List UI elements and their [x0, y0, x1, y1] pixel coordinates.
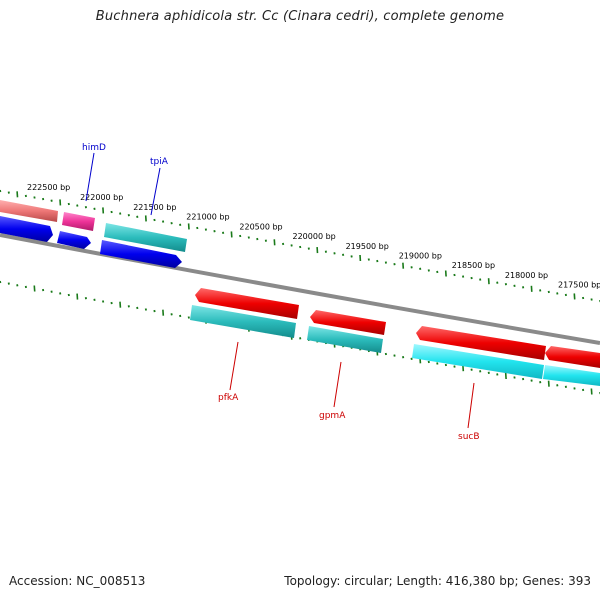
tick-label: 217500 bp	[558, 280, 600, 289]
gene-label-sucB[interactable]: sucB	[458, 432, 480, 442]
rna-arrow-pfkA[interactable]	[190, 305, 296, 338]
leader-pfkA	[229, 341, 239, 391]
topology-text: Topology: circular; Length: 416,380 bp; …	[284, 574, 591, 588]
accession-text: Accession: NC_008513	[9, 574, 146, 588]
tick-label: 222000 bp	[80, 193, 123, 202]
cds-arrow-right[interactable]	[545, 346, 600, 368]
inner-tick-row	[0, 280, 600, 395]
leader-himD	[85, 152, 95, 202]
map-title: Buchnera aphidicola str. Cc (Cinara cedr…	[95, 9, 505, 24]
leader-sucB	[467, 382, 475, 429]
rna-arrow-gpmA[interactable]	[307, 326, 383, 353]
gene-arrow-pink[interactable]	[62, 212, 95, 231]
tick-label: 219500 bp	[346, 242, 389, 251]
cds-arrow-sucB[interactable]	[416, 326, 546, 360]
tick-label: 222500 bp	[27, 183, 70, 192]
tick-label: 219000 bp	[399, 252, 442, 261]
outer-tick-row	[0, 189, 600, 303]
cds-arrow-tpiA[interactable]	[100, 240, 182, 268]
tick-label: 220500 bp	[239, 222, 282, 231]
gene-label-gpmA[interactable]: gpmA	[319, 411, 346, 421]
tick-labels: 222500 bp 222000 bp 221500 bp 221000 bp 2205…	[27, 183, 600, 289]
rna-arrow-tpiA[interactable]	[104, 223, 187, 252]
genome-backbone	[0, 233, 600, 345]
gene-label-tpiA[interactable]: tpiA	[150, 157, 169, 167]
rna-arrow-right[interactable]	[543, 365, 600, 386]
tick-label: 218000 bp	[505, 271, 548, 280]
gene-label-himD[interactable]: himD	[82, 143, 106, 153]
cds-arrow-fwd-1[interactable]	[0, 216, 53, 242]
tick-label: 220000 bp	[293, 232, 336, 241]
cds-arrow-gpmA[interactable]	[310, 310, 386, 335]
gene-arrow-salmon[interactable]	[0, 200, 58, 222]
leader-gpmA	[333, 361, 342, 408]
cds-arrow-pfkA[interactable]	[195, 288, 299, 319]
tick-label: 218500 bp	[452, 261, 495, 270]
tick-label: 221500 bp	[133, 203, 176, 212]
tick-label: 221000 bp	[186, 213, 229, 222]
gene-label-pfkA[interactable]: pfkA	[218, 393, 239, 403]
rna-arrow-sucB[interactable]	[412, 344, 544, 379]
leader-tpiA	[150, 167, 161, 216]
cds-arrow-himD[interactable]	[57, 231, 91, 249]
